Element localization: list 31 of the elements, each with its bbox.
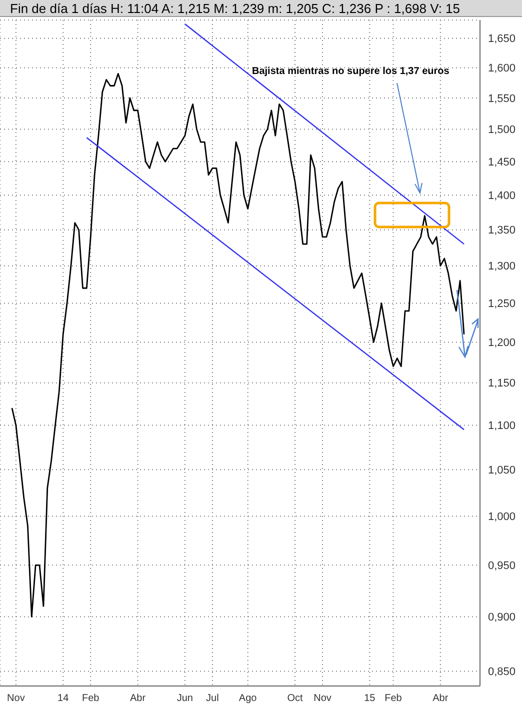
x-tick-label: Jul xyxy=(206,693,219,704)
y-tick-label: 1,300 xyxy=(488,260,516,273)
x-tick-label: 14 xyxy=(58,693,70,704)
y-tick-label: 0,900 xyxy=(488,612,516,624)
x-tick-label: 15 xyxy=(364,693,376,704)
x-tick-label: Nov xyxy=(7,693,25,704)
chart-title: Fin de día 1 días H: 11:04 A: 1,215 M: 1,239 m: 1,205 C: 1,236 P : 1,698 V: 15 xyxy=(0,0,522,17)
x-tick-label: Nov xyxy=(314,693,332,704)
annotation: Bajista mientras no supere los 1,37 euros xyxy=(252,66,450,77)
y-tick-label: 0,950 xyxy=(488,560,516,572)
y-tick-label: 1,500 xyxy=(488,124,516,136)
y-tick-label: 1,600 xyxy=(488,62,516,75)
y-tick-label: 1,350 xyxy=(488,224,516,237)
y-tick-label: 0,850 xyxy=(488,666,516,678)
y-tick-label: 1,150 xyxy=(488,378,516,390)
y-tick-label: 1,200 xyxy=(488,337,516,350)
y-tick-label: 1,000 xyxy=(488,511,516,524)
x-tick-label: Abr xyxy=(130,693,146,704)
y-tick-label: 1,450 xyxy=(488,156,516,169)
x-tick-label: Jun xyxy=(176,693,193,704)
y-tick-label: 1,250 xyxy=(488,298,516,310)
x-tick-label: Ago xyxy=(238,693,258,704)
x-tick-label: Oct xyxy=(287,693,303,704)
y-tick-label: 1,050 xyxy=(488,464,516,477)
y-tick-label: 1,550 xyxy=(488,92,516,105)
x-tick-label: Feb xyxy=(82,693,100,704)
x-tick-label: Feb xyxy=(384,693,402,704)
y-tick-label: 1,650 xyxy=(488,33,516,46)
y-tick-label: 1,100 xyxy=(488,420,516,432)
y-tick-label: 1,400 xyxy=(488,190,516,202)
x-tick-label: Abr xyxy=(432,693,449,704)
